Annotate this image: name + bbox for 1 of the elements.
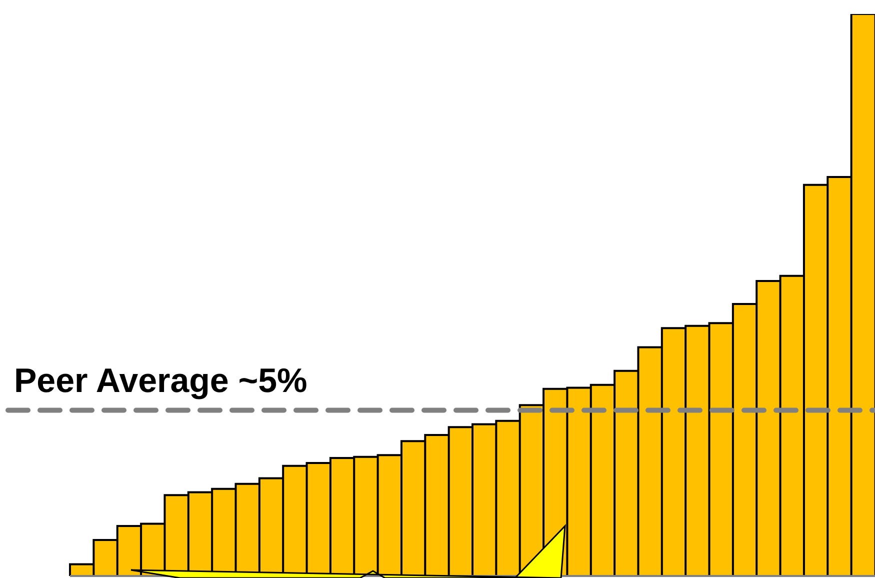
ref-line-label: Peer Average ~5% — [14, 362, 308, 400]
